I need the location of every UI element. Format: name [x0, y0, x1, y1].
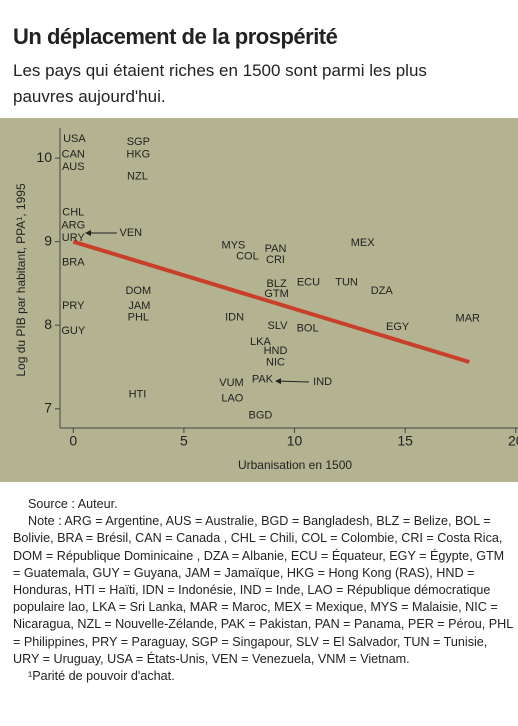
- y-tick-label: 10: [36, 149, 52, 165]
- point-label: HTI: [129, 388, 147, 400]
- chart: Log du PIB par habitant, PPA¹, 1995 Urba…: [0, 118, 518, 482]
- point-label: COL: [236, 251, 259, 263]
- x-tick-label: 10: [287, 433, 303, 449]
- point-label: IDN: [225, 312, 244, 324]
- x-axis-label: Urbanisation en 1500: [238, 458, 352, 472]
- point-label: BLZ: [267, 278, 287, 290]
- point-label: BRA: [62, 256, 85, 268]
- point-label: VEN: [119, 227, 142, 239]
- point-label: SLV: [268, 320, 289, 332]
- fit-line: [72, 239, 470, 364]
- notes: Source : Auteur. Note : ARG = Argentine,…: [13, 496, 513, 685]
- x-tick-label: 15: [397, 433, 413, 449]
- point-label: URY: [62, 232, 86, 244]
- point-label: NIC: [266, 357, 285, 369]
- point-label: NZL: [127, 170, 148, 182]
- point-label: DZA: [371, 285, 394, 297]
- source: Source : Auteur.: [28, 497, 118, 511]
- point-label: LKA: [250, 336, 271, 348]
- point-label: CRI: [266, 254, 285, 266]
- point-label: PHL: [128, 312, 149, 324]
- point-label: CHL: [62, 206, 84, 218]
- x-tick-label: 0: [69, 433, 77, 449]
- point-label: BOL: [297, 322, 319, 334]
- x-tick-label: 5: [180, 433, 188, 449]
- point-label: BGD: [249, 409, 273, 421]
- subtitle: Les pays qui étaient riches en 1500 sont…: [13, 61, 427, 106]
- point-label: GTM: [264, 288, 288, 300]
- point-label: ARG: [61, 220, 85, 232]
- point-label: EGY: [386, 321, 410, 333]
- point-label: HND: [264, 345, 288, 357]
- point-label: MYS: [222, 240, 246, 252]
- point-label: TUN: [335, 277, 358, 289]
- x-tick-label: 20: [508, 433, 518, 449]
- point-label: USA: [63, 133, 86, 145]
- point-label: HKG: [126, 149, 150, 161]
- point-label: AUS: [62, 161, 85, 173]
- arrow: [275, 378, 310, 385]
- point-label: IND: [313, 376, 332, 388]
- point-label: MEX: [351, 237, 376, 249]
- point-label: SGP: [127, 136, 150, 148]
- point-label: VUM: [219, 377, 243, 389]
- point-label: LAO: [221, 393, 243, 405]
- y-axis-label: Log du PIB par habitant, PPA¹, 1995: [14, 183, 28, 377]
- point-label: PRY: [62, 300, 85, 312]
- point-label: ECU: [297, 277, 320, 289]
- point-label: JAM: [128, 300, 150, 312]
- title: Un déplacement de la prospérité: [13, 24, 338, 49]
- y-tick-label: 8: [44, 316, 52, 332]
- point-label: MAR: [456, 312, 481, 324]
- y-tick-label: 9: [44, 232, 52, 248]
- point-label: PAK: [252, 373, 274, 385]
- point-label: DOM: [125, 285, 151, 297]
- note: Note : ARG = Argentine, AUS = Australie,…: [13, 514, 513, 666]
- point-label: PAN: [265, 243, 287, 255]
- point-label: CAN: [62, 149, 85, 161]
- y-tick-label: 7: [44, 399, 52, 415]
- footnote: ¹Parité de pouvoir d'achat.: [28, 669, 175, 684]
- point-label: GUY: [61, 325, 86, 337]
